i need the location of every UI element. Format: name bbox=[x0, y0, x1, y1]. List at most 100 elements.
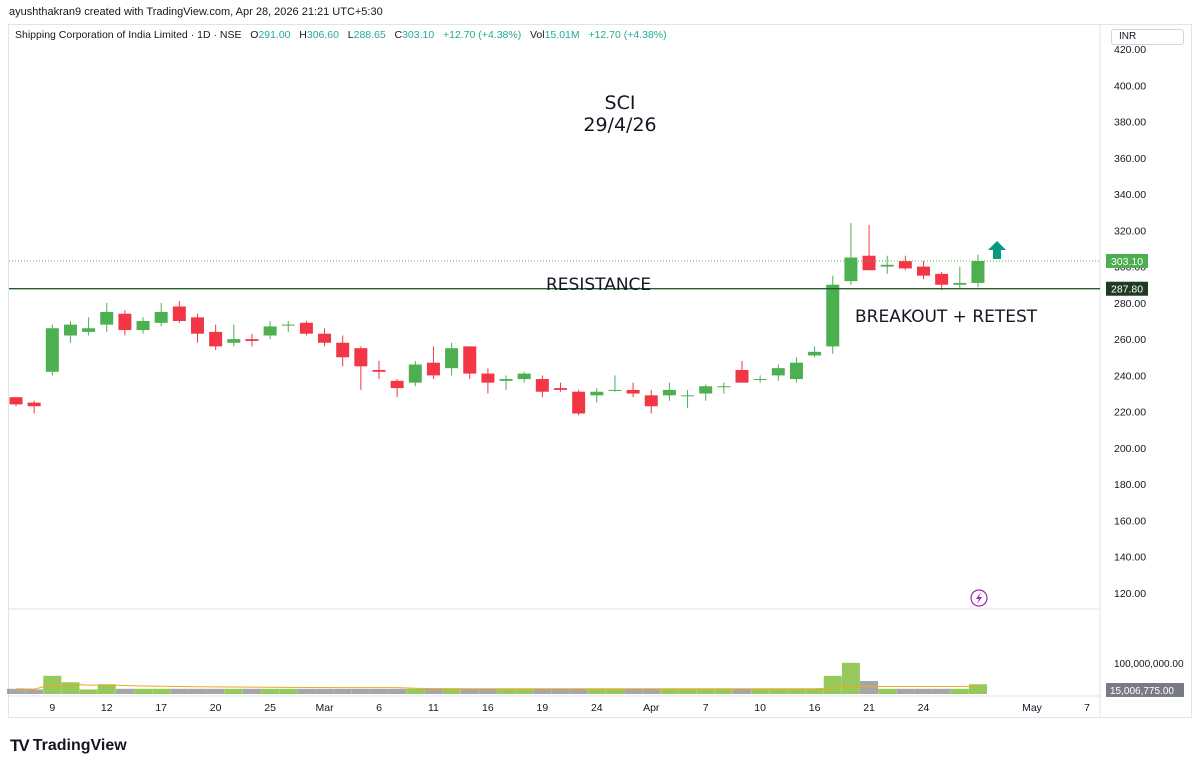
time-tick-label: 11 bbox=[428, 702, 439, 714]
candle-layer bbox=[9, 223, 985, 416]
volume-bar bbox=[914, 688, 933, 694]
volume-bar bbox=[733, 688, 751, 694]
price-tick-label: 380.00 bbox=[1114, 117, 1146, 129]
candle-body bbox=[263, 326, 277, 336]
volume-bar bbox=[605, 688, 624, 694]
candle-body bbox=[136, 321, 150, 331]
candle-body bbox=[318, 333, 332, 343]
price-tick-label: 360.00 bbox=[1114, 153, 1146, 165]
candle-body bbox=[245, 339, 259, 341]
candle-body bbox=[372, 369, 386, 372]
tradingview-logo-icon: TV bbox=[10, 736, 30, 755]
price-tick-label: 120.00 bbox=[1114, 588, 1146, 600]
volume-bar bbox=[242, 688, 261, 694]
legend-close-label: C bbox=[394, 29, 403, 41]
legend-low-label: L bbox=[347, 29, 354, 41]
legend-high-value: 306.60 bbox=[306, 29, 339, 41]
price-tick-label: 320.00 bbox=[1114, 225, 1146, 237]
volume-bar bbox=[261, 688, 280, 694]
price-tick-label: 200.00 bbox=[1114, 443, 1146, 455]
volume-bar bbox=[896, 688, 915, 694]
candle-body bbox=[880, 264, 894, 267]
volume-bar bbox=[224, 688, 243, 694]
candle-body bbox=[681, 395, 695, 397]
price-tick-label: 140.00 bbox=[1114, 552, 1146, 564]
volume-ma-line bbox=[15, 683, 978, 690]
time-tick-label: May bbox=[1022, 702, 1043, 714]
volume-bar bbox=[968, 684, 987, 694]
volume-bar bbox=[624, 688, 643, 694]
candle-body bbox=[354, 348, 368, 367]
time-tick-label: 16 bbox=[809, 702, 821, 714]
price-tick-label: 280.00 bbox=[1114, 298, 1146, 310]
time-tick-label: 16 bbox=[482, 702, 494, 714]
volume-bar bbox=[97, 684, 116, 694]
candle-body bbox=[27, 402, 41, 407]
volume-bar bbox=[551, 688, 570, 694]
time-tick-label: 9 bbox=[49, 702, 55, 714]
candle-body bbox=[517, 373, 531, 380]
volume-bar bbox=[370, 688, 388, 694]
symbol-legend: Shipping Corporation of India Limited · … bbox=[15, 29, 667, 41]
annotation-resistance: RESISTANCE bbox=[546, 275, 651, 295]
candle-body bbox=[535, 379, 549, 392]
volume-bar bbox=[460, 688, 479, 694]
candle-body bbox=[789, 362, 803, 380]
candle-body bbox=[463, 346, 477, 374]
price-tick-label: 220.00 bbox=[1114, 407, 1146, 419]
legend-symbol: Shipping Corporation of India Limited · … bbox=[15, 29, 242, 41]
volume-layer bbox=[7, 662, 987, 694]
candle-body bbox=[644, 395, 658, 407]
time-tick-label: 10 bbox=[754, 702, 766, 714]
volume-bar bbox=[660, 688, 679, 694]
candle-body bbox=[426, 362, 440, 376]
currency-selector[interactable]: INR bbox=[1111, 29, 1184, 45]
volume-bar bbox=[388, 688, 407, 694]
overlay-layer bbox=[9, 260, 1100, 290]
price-tick-label: 340.00 bbox=[1114, 189, 1146, 201]
candle-body bbox=[118, 313, 132, 331]
candle-body bbox=[445, 348, 459, 369]
volume-bar bbox=[442, 688, 461, 694]
legend-change: +12.70 (+4.38%) bbox=[442, 29, 522, 41]
candle-body bbox=[554, 388, 567, 390]
candle-body bbox=[662, 389, 676, 396]
legend-high-label: H bbox=[299, 29, 307, 41]
alert-lightning-icon bbox=[970, 589, 988, 607]
volume-bar bbox=[297, 688, 316, 694]
candle-body bbox=[608, 389, 622, 391]
volume-bar bbox=[696, 688, 715, 694]
time-tick-label: 25 bbox=[264, 702, 276, 714]
volume-bar bbox=[497, 688, 516, 694]
candle-body bbox=[935, 273, 949, 285]
tradingview-logo[interactable]: TV TradingView bbox=[10, 736, 127, 756]
candle-body bbox=[862, 255, 876, 271]
volume-bar bbox=[170, 688, 189, 694]
candle-body bbox=[898, 261, 912, 269]
time-tick-label: 12 bbox=[101, 702, 113, 714]
axis-layer: 120.00 140.00 160.00 180.00 200.00 220.00 240.… bbox=[49, 44, 1184, 714]
alert-lightning-bolt bbox=[976, 592, 982, 604]
candle-body bbox=[100, 311, 114, 325]
candle-body bbox=[699, 386, 713, 394]
volume-bar bbox=[79, 689, 98, 694]
volume-current-label: 15,006,775.00 bbox=[1110, 686, 1174, 697]
up-arrow-icon bbox=[988, 241, 1006, 259]
volume-bar bbox=[533, 688, 552, 694]
legend-low-value: 288.65 bbox=[353, 29, 386, 41]
chart-frame[interactable] bbox=[8, 24, 1192, 718]
candle-body bbox=[154, 311, 168, 323]
annotation-date: 29/4/26 bbox=[583, 114, 656, 136]
candle-body bbox=[408, 364, 422, 383]
volume-bar bbox=[424, 688, 443, 694]
candle-body bbox=[299, 322, 313, 334]
volume-bar bbox=[678, 688, 697, 694]
grid-layer bbox=[9, 24, 1101, 718]
volume-bar bbox=[515, 688, 534, 694]
price-tick-label: 260.00 bbox=[1114, 334, 1146, 346]
volume-bar bbox=[841, 662, 860, 694]
price-tick-label: 180.00 bbox=[1114, 479, 1146, 491]
volume-bar bbox=[61, 682, 80, 694]
candle-body bbox=[826, 284, 840, 347]
